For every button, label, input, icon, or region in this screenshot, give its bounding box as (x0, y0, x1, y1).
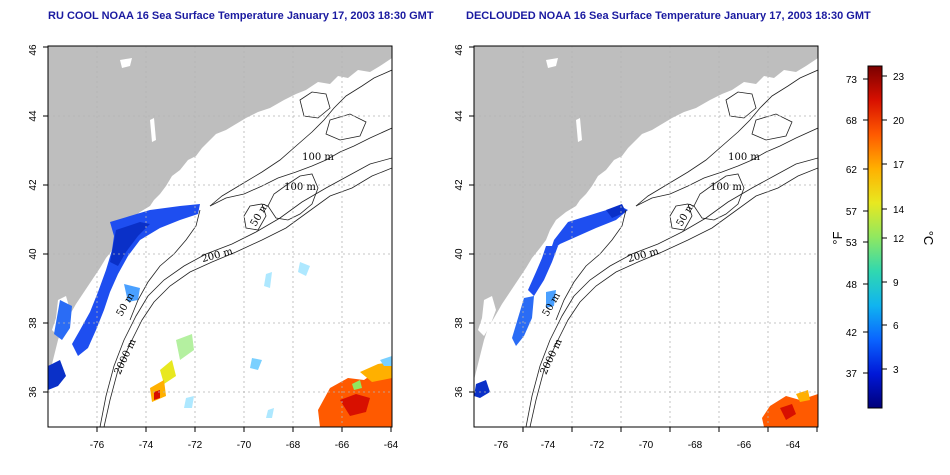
bathymetry-contours (99, 69, 392, 427)
y-tick-label: 44 (28, 110, 39, 122)
colorbar-c-label: 12 (893, 234, 905, 245)
x-tick-label: -66 (737, 440, 752, 451)
isobath-label: 100 m (284, 182, 316, 193)
x-axis-ticks (522, 427, 818, 432)
colorbar-c-label: 14 (893, 205, 905, 216)
map-panel-right: 100 m 100 m 50 m 200 m 50 m 2000 m -76 -… (454, 44, 819, 451)
y-tick-label: 40 (454, 248, 465, 260)
x-tick-label: -68 (286, 440, 301, 451)
lake-1 (120, 58, 132, 68)
colorbar-c-label: 20 (893, 116, 905, 127)
map-frame (473, 45, 819, 428)
colorbar-f-label: 37 (846, 369, 858, 380)
colorbar-gradient (867, 65, 883, 409)
y-tick-label: 36 (454, 386, 465, 398)
x-tick-label: -68 (688, 440, 703, 451)
colorbar-f-label: 48 (846, 280, 858, 291)
x-tick-label: -76 (494, 440, 509, 451)
x-tick-label: -72 (590, 440, 605, 451)
y-tick-label: 36 (28, 386, 39, 398)
x-tick-label: -70 (639, 440, 654, 451)
colorbar-f-label: 73 (846, 75, 858, 86)
x-tick-label: -64 (786, 440, 801, 451)
y-tick-label: 38 (454, 317, 465, 329)
colorbar-f-label: 68 (846, 116, 858, 127)
celsius-tick-labels: 23 20 17 14 12 9 6 3 (893, 72, 905, 376)
map-panel-left: 100 m 100 m 50 m 200 m 50 m 2000 m -76 -… (28, 44, 399, 451)
map-frame (47, 45, 393, 428)
x-tick-labels: -76 -74 -72 -70 -68 -66 -64 (90, 440, 399, 451)
lake-2 (150, 118, 156, 142)
colorbar-f-label: 53 (846, 238, 858, 249)
fahrenheit-unit-label: °F (830, 231, 845, 244)
x-tick-label: -74 (139, 440, 154, 451)
landmass (48, 46, 392, 380)
map-title-right: DECLOUDED NOAA 16 Sea Surface Temperatur… (466, 10, 871, 22)
colorbar-f-label: 62 (846, 165, 858, 176)
colorbar: 73 68 62 57 53 48 42 37 23 20 17 14 12 9… (830, 65, 936, 409)
colorbar-c-label: 17 (893, 160, 905, 171)
x-tick-label: -72 (188, 440, 203, 451)
x-tick-label: -76 (90, 440, 105, 451)
colorbar-c-label: 9 (893, 278, 899, 289)
colorbar-f-label: 57 (846, 207, 858, 218)
celsius-unit-label: °C (921, 231, 936, 246)
y-axis-ticks (469, 46, 474, 393)
y-tick-label: 44 (454, 110, 465, 122)
colorbar-c-label: 6 (893, 321, 899, 332)
x-tick-label: -66 (335, 440, 350, 451)
x-axis-ticks (96, 427, 392, 432)
map-title-left: RU COOL NOAA 16 Sea Surface Temperature … (48, 10, 434, 22)
grid-lines (474, 46, 818, 427)
colorbar-c-label: 3 (893, 365, 899, 376)
y-tick-labels: 36 38 40 42 44 46 (28, 44, 39, 398)
y-tick-label: 40 (28, 248, 39, 260)
landmass (474, 46, 818, 380)
lake-1 (546, 58, 558, 68)
bathymetry-contours (525, 69, 818, 427)
y-tick-labels: 36 38 40 42 44 46 (454, 44, 465, 398)
y-tick-label: 46 (28, 44, 39, 56)
x-tick-label: -74 (541, 440, 556, 451)
isobath-label: 100 m (302, 152, 334, 163)
sst-data (48, 204, 392, 427)
x-tick-label: -70 (237, 440, 252, 451)
colorbar-ticks (863, 75, 887, 374)
chesapeake-water (478, 296, 496, 336)
y-tick-label: 42 (454, 179, 465, 191)
isobath-label: 100 m (728, 152, 760, 163)
colorbar-c-label: 23 (893, 72, 905, 83)
y-tick-label: 38 (28, 317, 39, 329)
y-tick-label: 42 (28, 179, 39, 191)
fahrenheit-tick-labels: 73 68 62 57 53 48 42 37 (846, 75, 858, 380)
x-tick-labels: -76 -74 -72 -70 -68 -66 -64 (494, 440, 801, 451)
y-tick-label: 46 (454, 44, 465, 56)
colorbar-f-label: 42 (846, 328, 858, 339)
x-tick-label: -64 (384, 440, 399, 451)
y-axis-ticks (43, 46, 48, 393)
lake-2 (576, 118, 582, 142)
grid-lines (48, 46, 392, 427)
isobath-label: 100 m (710, 182, 742, 193)
